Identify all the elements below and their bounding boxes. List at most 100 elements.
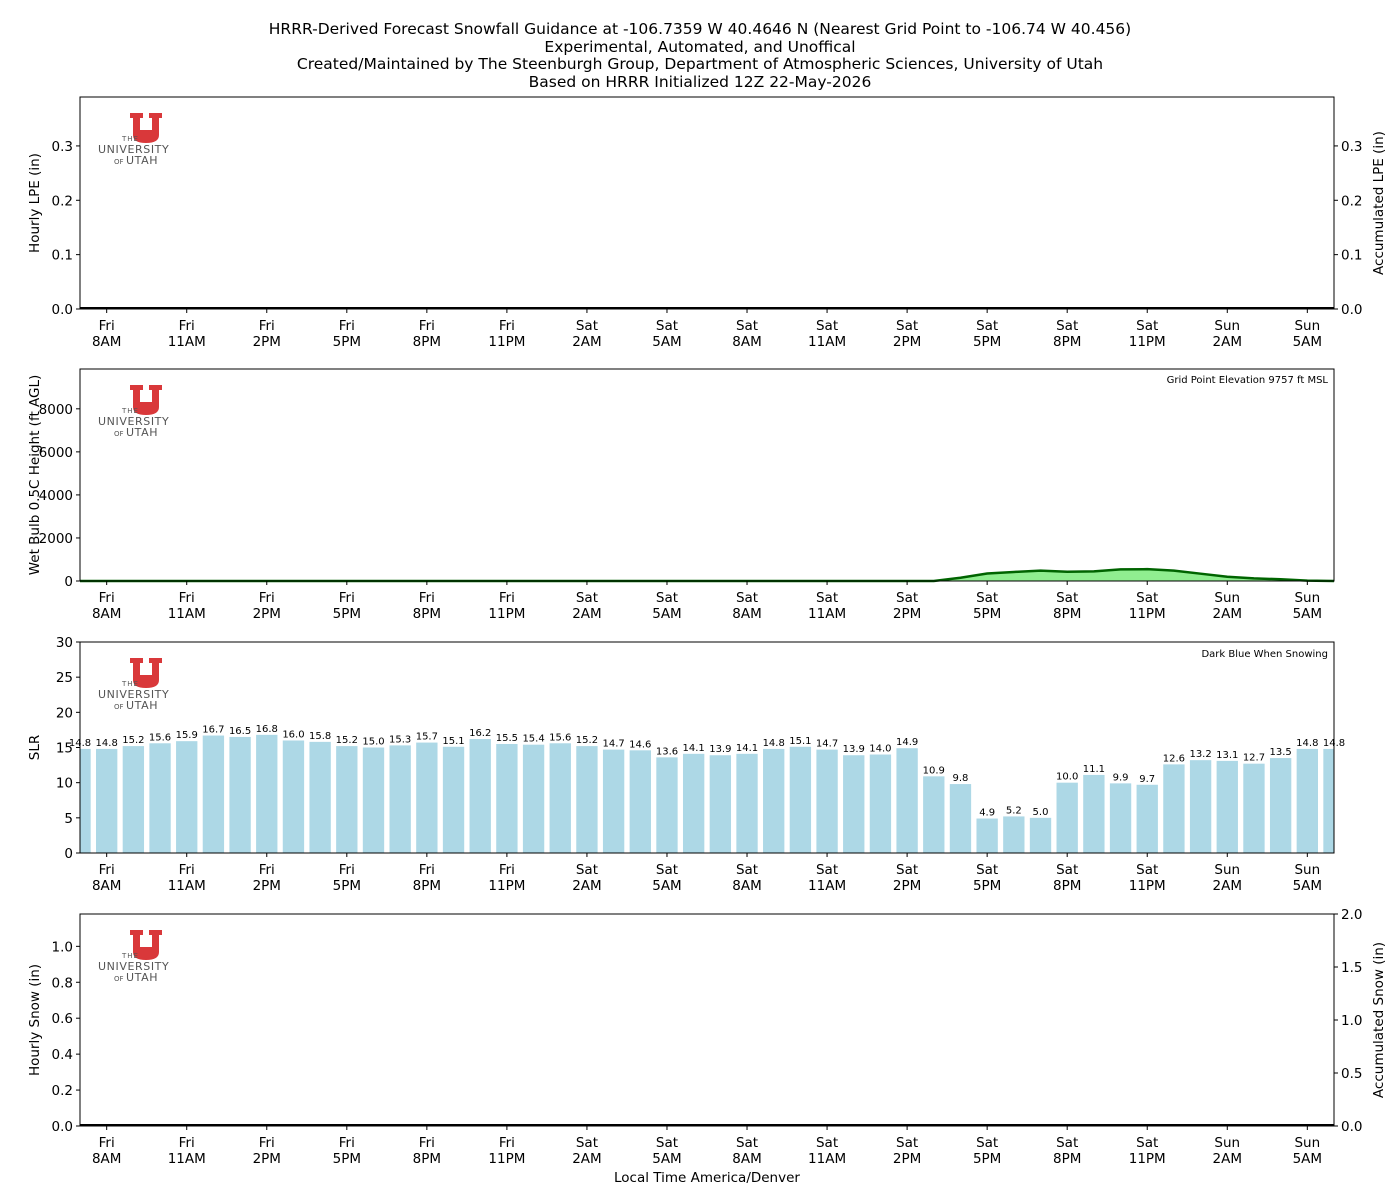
logo-line-of: OF bbox=[114, 430, 124, 438]
x-tick-day-label: Sat bbox=[1136, 318, 1158, 334]
slr-bar-label: 11.1 bbox=[1083, 764, 1105, 775]
x-tick-time-label: 2PM bbox=[893, 606, 921, 622]
x-tick-day-label: Sat bbox=[896, 1135, 918, 1151]
x-tick-day-label: Sat bbox=[1136, 1135, 1158, 1151]
slr-bar-label: 15.3 bbox=[389, 734, 411, 745]
slr-bar bbox=[656, 757, 678, 853]
x-tick-time-label: 2AM bbox=[1213, 606, 1242, 622]
slr-bar-label: 14.1 bbox=[736, 743, 758, 754]
logo-line-of: OF bbox=[114, 975, 124, 983]
slr-bar-label: 13.1 bbox=[1216, 750, 1238, 761]
y-right-tick-label: 1.0 bbox=[1341, 1013, 1362, 1029]
x-tick-day-label: Sat bbox=[976, 862, 998, 878]
y-tick-label: 8000 bbox=[39, 402, 73, 418]
y-tick-label: 0.6 bbox=[52, 1011, 73, 1027]
slr-bar-label: 5.2 bbox=[1006, 805, 1022, 816]
slr-bar bbox=[923, 776, 945, 853]
slr-bar bbox=[1296, 748, 1318, 853]
slr-bar bbox=[522, 744, 545, 853]
logo-line-of: OF bbox=[114, 158, 124, 166]
slr-bar bbox=[1323, 748, 1334, 853]
x-tick-time-label: 8PM bbox=[1053, 606, 1081, 622]
slr-bar-label: 9.8 bbox=[953, 773, 969, 784]
slr-bar bbox=[496, 743, 518, 853]
x-tick-time-label: 8AM bbox=[732, 606, 761, 622]
x-tick-day-label: Fri bbox=[99, 318, 115, 334]
slr-bar-label: 9.7 bbox=[1139, 774, 1155, 785]
x-tick-day-label: Fri bbox=[499, 318, 515, 334]
y-tick-label: 0 bbox=[64, 846, 73, 862]
x-tick-time-label: 11PM bbox=[488, 878, 525, 894]
slr-bar bbox=[709, 755, 732, 853]
wetbulb-area bbox=[80, 569, 1334, 581]
slr-bar bbox=[1189, 760, 1212, 853]
y-tick-label: 2000 bbox=[39, 531, 73, 547]
y-right-tick-label: 0.0 bbox=[1341, 302, 1362, 318]
y-tick-label: 10 bbox=[56, 776, 73, 792]
x-tick-time-label: 5AM bbox=[652, 334, 681, 350]
x-tick-time-label: 2PM bbox=[893, 878, 921, 894]
x-tick-day-label: Sun bbox=[1214, 318, 1240, 334]
chart-title: HRRR-Derived Forecast Snowfall Guidance … bbox=[0, 20, 1400, 91]
x-tick-day-label: Fri bbox=[339, 590, 355, 606]
x-tick-day-label: Sat bbox=[656, 590, 678, 606]
x-tick-time-label: 5PM bbox=[973, 606, 1001, 622]
y-tick-label: 30 bbox=[56, 635, 73, 651]
slr-bar bbox=[149, 743, 171, 853]
slr-bar bbox=[309, 741, 331, 853]
y-tick-label: 15 bbox=[56, 741, 73, 757]
slr-bar-label: 10.9 bbox=[923, 765, 945, 776]
slr-bar bbox=[256, 734, 278, 853]
logo-line-utah: UTAH bbox=[126, 971, 158, 984]
x-tick-day-label: Fri bbox=[259, 590, 275, 606]
x-tick-time-label: 11AM bbox=[808, 606, 846, 622]
slr-bar-label: 15.2 bbox=[576, 735, 598, 746]
x-tick-time-label: 8PM bbox=[1053, 878, 1081, 894]
x-tick-time-label: 2AM bbox=[572, 334, 601, 350]
x-tick-time-label: 11AM bbox=[168, 1151, 206, 1167]
slr-bar-label: 16.7 bbox=[202, 725, 224, 736]
slr-bar-label: 14.1 bbox=[683, 743, 705, 754]
slr-bar-label: 15.2 bbox=[336, 735, 358, 746]
slr-bar-label: 15.6 bbox=[549, 732, 571, 743]
x-tick-day-label: Fri bbox=[339, 862, 355, 878]
x-tick-day-label: Sun bbox=[1294, 590, 1320, 606]
slr-bar bbox=[843, 755, 865, 853]
slr-bar-label: 13.5 bbox=[1270, 747, 1292, 758]
logo-line-the: THE bbox=[121, 407, 139, 415]
snowing-annotation: Dark Blue When Snowing bbox=[1201, 649, 1328, 660]
utah-u-icon bbox=[130, 113, 162, 143]
slr-bar-label: 15.1 bbox=[789, 736, 811, 747]
x-tick-day-label: Sat bbox=[816, 590, 838, 606]
slr-bar-label: 13.2 bbox=[1189, 749, 1211, 760]
x-tick-time-label: 8AM bbox=[732, 878, 761, 894]
slr-bar bbox=[176, 741, 198, 853]
slr-bar bbox=[1136, 784, 1158, 853]
x-tick-time-label: 8AM bbox=[92, 878, 121, 894]
x-tick-day-label: Sat bbox=[656, 1135, 678, 1151]
x-tick-day-label: Sat bbox=[576, 590, 598, 606]
x-tick-time-label: 11PM bbox=[1129, 606, 1166, 622]
x-tick-day-label: Sat bbox=[656, 318, 678, 334]
slr-bar-label: 15.7 bbox=[416, 732, 438, 743]
x-tick-time-label: 5AM bbox=[1293, 334, 1322, 350]
x-tick-day-label: Sun bbox=[1214, 590, 1240, 606]
slr-bar bbox=[869, 754, 892, 853]
x-tick-time-label: 2PM bbox=[253, 334, 281, 350]
slr-bar-label: 14.9 bbox=[896, 737, 918, 748]
x-tick-time-label: 5PM bbox=[973, 1151, 1001, 1167]
y-tick-label: 0.4 bbox=[52, 1047, 73, 1063]
y-tick-label: 0.0 bbox=[52, 302, 73, 318]
slr-bar-label: 16.0 bbox=[282, 729, 304, 740]
slr-bar bbox=[816, 749, 838, 853]
slr-bar bbox=[629, 750, 651, 853]
y-right-axis-label: Accumulated LPE (in) bbox=[1371, 131, 1387, 275]
slr-bar bbox=[736, 753, 758, 853]
x-tick-time-label: 11PM bbox=[488, 606, 525, 622]
plot-frame bbox=[79, 913, 1335, 1127]
slr-bar bbox=[896, 748, 918, 853]
x-tick-day-label: Fri bbox=[499, 862, 515, 878]
